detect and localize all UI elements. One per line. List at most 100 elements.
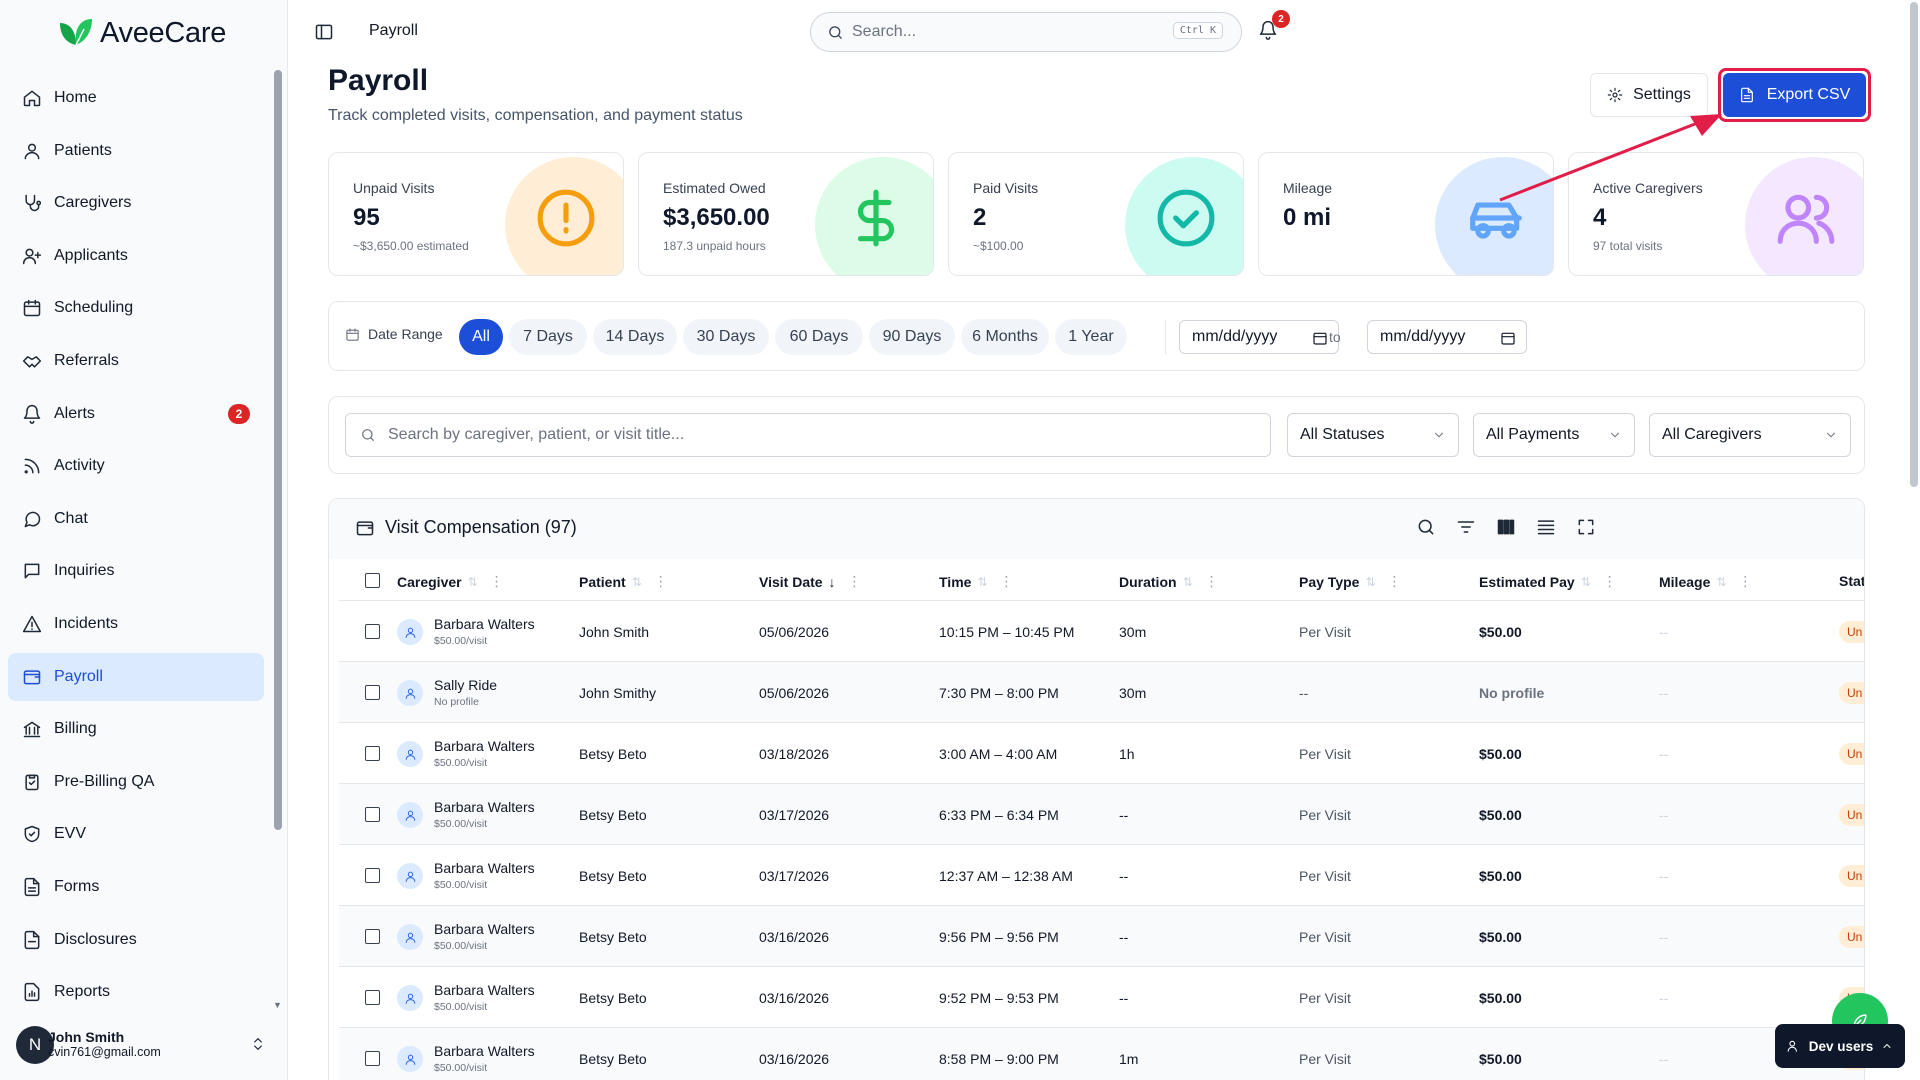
sort-icon[interactable]: ⇅ bbox=[467, 574, 478, 589]
column-menu-icon[interactable]: ⋮ bbox=[847, 573, 862, 589]
calendar-picker-icon[interactable] bbox=[1500, 330, 1516, 346]
column-header-duration[interactable]: Duration ⇅ ⋮ bbox=[1119, 573, 1219, 590]
column-header-time[interactable]: Time ⇅ ⋮ bbox=[939, 573, 1014, 590]
columns-icon[interactable] bbox=[1496, 517, 1516, 537]
table-row[interactable]: Barbara Walters $50.00/visit Betsy Beto 03/… bbox=[339, 967, 1864, 1028]
sidebar-item-activity[interactable]: Activity bbox=[8, 442, 264, 490]
select-all-checkbox[interactable] bbox=[365, 573, 380, 588]
row-checkbox[interactable] bbox=[365, 807, 380, 822]
sidebar-item-alerts[interactable]: Alerts 2 bbox=[8, 390, 264, 438]
table-row[interactable]: Barbara Walters $50.00/visit Betsy Beto 03/… bbox=[339, 906, 1864, 967]
caregiver-name[interactable]: Barbara Walters bbox=[434, 860, 535, 876]
column-header-visit-date[interactable]: Visit Date ↓ ⋮ bbox=[759, 573, 862, 590]
column-menu-icon[interactable]: ⋮ bbox=[1204, 573, 1219, 589]
sidebar-item-incidents[interactable]: Incidents bbox=[8, 600, 264, 648]
column-header-pay-type[interactable]: Pay Type ⇅ ⋮ bbox=[1299, 573, 1402, 590]
app-logo[interactable]: AveeCare bbox=[56, 14, 226, 52]
export-csv-button[interactable]: Export CSV bbox=[1723, 73, 1866, 117]
sidebar-item-billing[interactable]: Billing bbox=[8, 705, 264, 753]
calendar-picker-icon[interactable] bbox=[1312, 330, 1328, 346]
scroll-down-icon[interactable]: ▼ bbox=[273, 1000, 282, 1010]
dev-users-button[interactable]: Dev users bbox=[1775, 1024, 1905, 1068]
page-scrollbar[interactable] bbox=[1910, 2, 1918, 487]
payment-filter-select[interactable]: All Payments bbox=[1473, 413, 1635, 457]
caregiver-filter-select[interactable]: All Caregivers bbox=[1649, 413, 1851, 457]
column-menu-icon[interactable]: ⋮ bbox=[489, 573, 504, 589]
table-search[interactable] bbox=[345, 413, 1271, 457]
table-row[interactable]: Sally Ride No profile John Smithy 05/06/202… bbox=[339, 662, 1864, 723]
row-checkbox[interactable] bbox=[365, 868, 380, 883]
row-checkbox[interactable] bbox=[365, 624, 380, 639]
sort-icon[interactable]: ⇅ bbox=[1365, 574, 1376, 589]
caregiver-name[interactable]: Barbara Walters bbox=[434, 982, 535, 998]
column-header-mileage[interactable]: Mileage ⇅ ⋮ bbox=[1659, 573, 1753, 590]
sidebar-scrollbar[interactable] bbox=[274, 70, 282, 830]
sort-desc-icon[interactable]: ↓ bbox=[828, 573, 836, 590]
user-menu[interactable]: N John Smith cvin761@gmail.com bbox=[16, 1022, 272, 1068]
sidebar-item-reports[interactable]: Reports bbox=[8, 968, 264, 1016]
date-range-option-1-year[interactable]: 1 Year bbox=[1055, 319, 1127, 355]
density-icon[interactable] bbox=[1536, 517, 1556, 537]
sort-icon[interactable]: ⇅ bbox=[1716, 574, 1727, 589]
table-row[interactable]: Barbara Walters $50.00/visit Betsy Beto 03/… bbox=[339, 1028, 1864, 1080]
sidebar-item-forms[interactable]: Forms bbox=[8, 863, 264, 911]
settings-button[interactable]: Settings bbox=[1590, 73, 1708, 117]
sidebar-item-chat[interactable]: Chat bbox=[8, 495, 264, 543]
sidebar-item-scheduling[interactable]: Scheduling bbox=[8, 284, 264, 332]
sort-icon[interactable]: ⇅ bbox=[1182, 574, 1193, 589]
search-icon[interactable] bbox=[1416, 517, 1436, 537]
sidebar-item-disclosures[interactable]: Disclosures bbox=[8, 916, 264, 964]
sidebar-item-pre-billing-qa[interactable]: Pre-Billing QA bbox=[8, 758, 264, 806]
sidebar-toggle-icon[interactable] bbox=[314, 22, 334, 42]
sidebar-item-evv[interactable]: EVV bbox=[8, 810, 264, 858]
date-range-option-all[interactable]: All bbox=[459, 319, 503, 355]
date-range-option-60-days[interactable]: 60 Days bbox=[775, 319, 863, 355]
table-row[interactable]: Barbara Walters $50.00/visit Betsy Beto 03/… bbox=[339, 845, 1864, 906]
date-range-option-90-days[interactable]: 90 Days bbox=[869, 319, 955, 355]
sidebar-item-caregivers[interactable]: Caregivers bbox=[8, 179, 264, 227]
column-menu-icon[interactable]: ⋮ bbox=[1602, 573, 1617, 589]
date-from-input[interactable]: mm/dd/yyyy bbox=[1179, 320, 1339, 354]
column-menu-icon[interactable]: ⋮ bbox=[1387, 573, 1402, 589]
column-menu-icon[interactable]: ⋮ bbox=[653, 573, 668, 589]
sidebar-item-home[interactable]: Home bbox=[8, 74, 264, 122]
row-checkbox[interactable] bbox=[365, 929, 380, 944]
row-checkbox[interactable] bbox=[365, 685, 380, 700]
caregiver-name[interactable]: Barbara Walters bbox=[434, 921, 535, 937]
filter-icon[interactable] bbox=[1456, 517, 1476, 537]
global-search-input[interactable] bbox=[852, 23, 1152, 41]
row-checkbox[interactable] bbox=[365, 1051, 380, 1066]
date-range-option-6-months[interactable]: 6 Months bbox=[961, 319, 1049, 355]
caregiver-name[interactable]: Barbara Walters bbox=[434, 799, 535, 815]
column-header-stat[interactable]: Stat bbox=[1839, 573, 1865, 589]
sort-icon[interactable]: ⇅ bbox=[631, 574, 642, 589]
status-filter-select[interactable]: All Statuses bbox=[1287, 413, 1459, 457]
row-checkbox[interactable] bbox=[365, 746, 380, 761]
table-search-input[interactable] bbox=[388, 426, 1188, 444]
sidebar-item-inquiries[interactable]: Inquiries bbox=[8, 547, 264, 595]
caregiver-name[interactable]: Barbara Walters bbox=[434, 1043, 535, 1059]
fullscreen-icon[interactable] bbox=[1576, 517, 1596, 537]
table-row[interactable]: Barbara Walters $50.00/visit Betsy Beto 03/… bbox=[339, 784, 1864, 845]
caregiver-name[interactable]: Barbara Walters bbox=[434, 616, 535, 632]
sort-icon[interactable]: ⇅ bbox=[1580, 574, 1591, 589]
table-row[interactable]: Barbara Walters $50.00/visit John Smith 05/… bbox=[339, 601, 1864, 662]
sort-icon[interactable]: ⇅ bbox=[977, 574, 988, 589]
notifications-bell-icon[interactable] bbox=[1258, 20, 1278, 40]
date-to-input[interactable]: mm/dd/yyyy bbox=[1367, 320, 1527, 354]
column-header-patient[interactable]: Patient ⇅ ⋮ bbox=[579, 573, 668, 590]
table-row[interactable]: Barbara Walters $50.00/visit Betsy Beto 03/… bbox=[339, 723, 1864, 784]
row-checkbox[interactable] bbox=[365, 990, 380, 1005]
date-range-option-14-days[interactable]: 14 Days bbox=[593, 319, 677, 355]
sidebar-item-referrals[interactable]: Referrals bbox=[8, 337, 264, 385]
caregiver-name[interactable]: Sally Ride bbox=[434, 677, 498, 693]
column-header-estimated-pay[interactable]: Estimated Pay ⇅ ⋮ bbox=[1479, 573, 1617, 590]
global-search[interactable]: Ctrl K bbox=[810, 12, 1242, 52]
sidebar-item-patients[interactable]: Patients bbox=[8, 127, 264, 175]
column-header-caregiver[interactable]: Caregiver ⇅ ⋮ bbox=[397, 573, 504, 590]
date-range-option-7-days[interactable]: 7 Days bbox=[509, 319, 587, 355]
column-menu-icon[interactable]: ⋮ bbox=[999, 573, 1014, 589]
date-range-option-30-days[interactable]: 30 Days bbox=[683, 319, 769, 355]
column-menu-icon[interactable]: ⋮ bbox=[1738, 573, 1753, 589]
caregiver-name[interactable]: Barbara Walters bbox=[434, 738, 535, 754]
